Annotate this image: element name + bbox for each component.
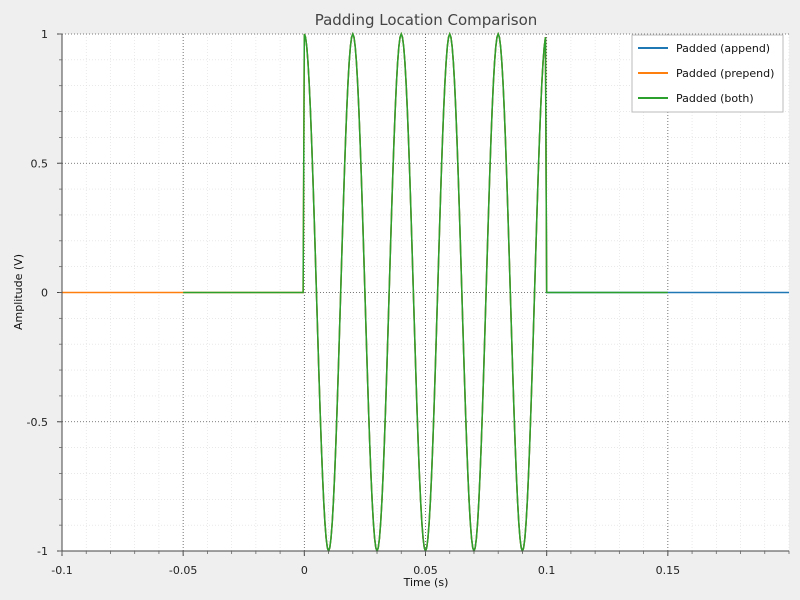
x-tick-label: 0.15 xyxy=(656,564,681,577)
y-tick-label: 0 xyxy=(41,287,48,300)
legend-label: Padded (append) xyxy=(676,42,770,55)
x-tick-label: -0.1 xyxy=(51,564,72,577)
ticks: -0.1 -0.05 0 0.05 0.1 0.15 1 0.5 0 -0.5 -1 xyxy=(27,28,790,577)
x-tick-label: 0 xyxy=(301,564,308,577)
y-tick-label: -1 xyxy=(37,545,48,558)
x-tick-label: 0.1 xyxy=(538,564,556,577)
y-tick-label: 0.5 xyxy=(31,157,49,170)
legend-label: Padded (prepend) xyxy=(676,67,774,80)
x-axis-label: Time (s) xyxy=(403,576,449,589)
legend[interactable]: Padded (append) Padded (prepend) Padded (b… xyxy=(631,34,784,113)
x-tick-label: 0.05 xyxy=(413,564,438,577)
y-axis-label: Amplitude (V) xyxy=(12,254,25,330)
y-tick-label: -0.5 xyxy=(27,416,48,429)
x-tick-label: -0.05 xyxy=(169,564,197,577)
legend-label: Padded (both) xyxy=(676,92,754,105)
chart-title: Padding Location Comparison xyxy=(315,11,538,29)
y-tick-label: 1 xyxy=(41,28,48,41)
